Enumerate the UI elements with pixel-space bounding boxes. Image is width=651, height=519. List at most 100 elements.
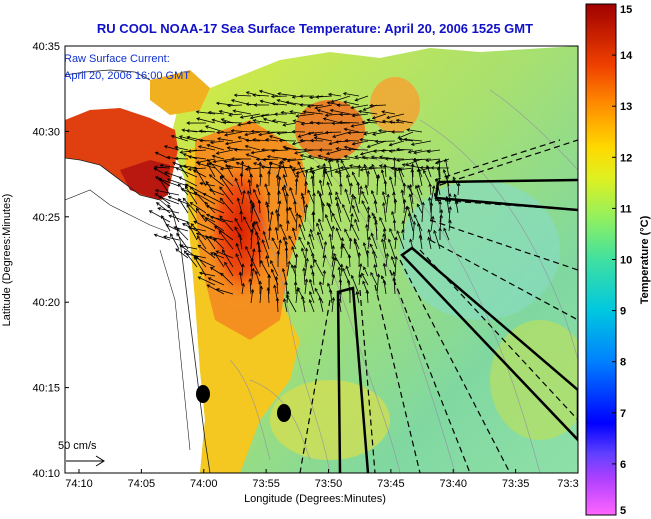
colorbar-tick-label: 13 xyxy=(620,101,632,113)
current-vector-head xyxy=(173,225,178,230)
current-vector-head xyxy=(380,169,385,173)
coastline-inner xyxy=(65,189,191,451)
current-vector-head xyxy=(153,167,158,172)
current-vector xyxy=(310,140,324,142)
current-vector-head xyxy=(373,263,377,268)
current-vector-head xyxy=(353,240,358,245)
current-vector-head xyxy=(277,92,281,96)
current-vector-head xyxy=(308,298,313,303)
current-vector-head xyxy=(209,140,214,145)
current-vector-head xyxy=(187,155,192,159)
y-axis-label: Latitude (Degrees:Minutes) xyxy=(1,194,13,327)
current-vector-head xyxy=(294,151,298,155)
current-vector-head xyxy=(276,98,281,103)
current-vector xyxy=(417,184,423,196)
current-vector-head xyxy=(167,204,171,208)
current-vector-head xyxy=(345,265,349,270)
current-vector xyxy=(373,149,387,152)
current-vector xyxy=(413,149,432,154)
current-vector-head xyxy=(308,169,313,173)
current-vector-head xyxy=(396,230,400,234)
current-vector xyxy=(360,139,378,142)
current-vector-head xyxy=(237,136,242,140)
current-vector xyxy=(333,253,342,268)
current-vector-head xyxy=(410,142,415,146)
current-vector-head xyxy=(402,182,407,187)
current-vector-head xyxy=(244,132,248,137)
current-vector xyxy=(446,196,450,214)
current-vector xyxy=(295,213,298,232)
current-vector-head xyxy=(338,278,343,283)
current-vector xyxy=(259,286,262,304)
current-vector-head xyxy=(230,99,235,103)
current-vector-head xyxy=(388,149,393,153)
current-vector-head xyxy=(298,223,302,228)
current-vector-head xyxy=(251,223,256,228)
current-vector-head xyxy=(187,167,192,171)
current-vector xyxy=(206,162,216,178)
current-vector xyxy=(216,250,234,259)
current-vector-head xyxy=(452,176,456,181)
current-vector-head xyxy=(316,222,320,227)
current-vector xyxy=(212,155,225,160)
current-vector-head xyxy=(211,154,216,159)
current-vector-head xyxy=(206,158,211,163)
x-tick-label: 74:00 xyxy=(190,478,218,490)
current-vector xyxy=(154,234,171,241)
current-vector xyxy=(258,200,261,214)
current-vector-head xyxy=(307,189,311,194)
current-vector xyxy=(314,137,333,142)
current-vector xyxy=(407,185,414,196)
current-vector-head xyxy=(293,264,297,269)
current-vector-head xyxy=(372,214,377,219)
current-vector-head xyxy=(313,136,318,140)
current-vector xyxy=(312,212,315,232)
current-vector-head xyxy=(434,160,439,165)
current-vector-head xyxy=(364,184,369,189)
current-vector-head xyxy=(339,263,344,268)
current-vector xyxy=(213,158,234,163)
current-vector xyxy=(281,111,297,115)
current-vector-head xyxy=(434,192,438,197)
current-vector xyxy=(198,276,216,286)
current-vector xyxy=(376,175,379,196)
current-vector-head xyxy=(383,180,388,184)
current-vector xyxy=(331,257,336,277)
current-vector-head xyxy=(308,233,312,238)
current-vector xyxy=(199,130,216,133)
current-vector xyxy=(329,203,333,223)
current-vector xyxy=(393,192,396,205)
current-vector xyxy=(263,231,270,250)
current-vector-head xyxy=(254,230,259,235)
colorbar-tick-label: 9 xyxy=(620,306,626,318)
current-vector-head xyxy=(412,220,416,225)
current-vector-head xyxy=(390,130,395,134)
current-vector xyxy=(277,161,282,178)
current-vector-head xyxy=(380,148,385,153)
current-vector-head xyxy=(243,216,247,220)
current-vector-head xyxy=(154,151,159,156)
current-vector-head xyxy=(179,164,183,169)
current-vector xyxy=(179,135,198,142)
current-vector-head xyxy=(340,237,344,241)
current-vector-head xyxy=(245,138,249,143)
current-vector-head xyxy=(291,95,296,99)
current-vector xyxy=(350,224,360,241)
annotation-line2: April 20, 2006 16:00 GMT xyxy=(64,70,190,82)
current-vector xyxy=(325,113,342,116)
current-vector-head xyxy=(407,150,412,154)
current-vector xyxy=(316,166,333,169)
current-vector xyxy=(294,201,297,214)
current-vector xyxy=(346,174,351,187)
current-vector xyxy=(263,118,279,124)
current-vector xyxy=(360,167,378,171)
current-vector-head xyxy=(218,109,223,114)
current-vector xyxy=(315,104,333,109)
current-vector-head xyxy=(154,189,159,193)
current-vector xyxy=(308,155,324,160)
current-vector xyxy=(399,138,414,142)
current-vector-head xyxy=(404,205,409,210)
current-vector xyxy=(250,263,253,277)
current-vector-head xyxy=(163,235,167,239)
current-vector xyxy=(433,230,441,250)
